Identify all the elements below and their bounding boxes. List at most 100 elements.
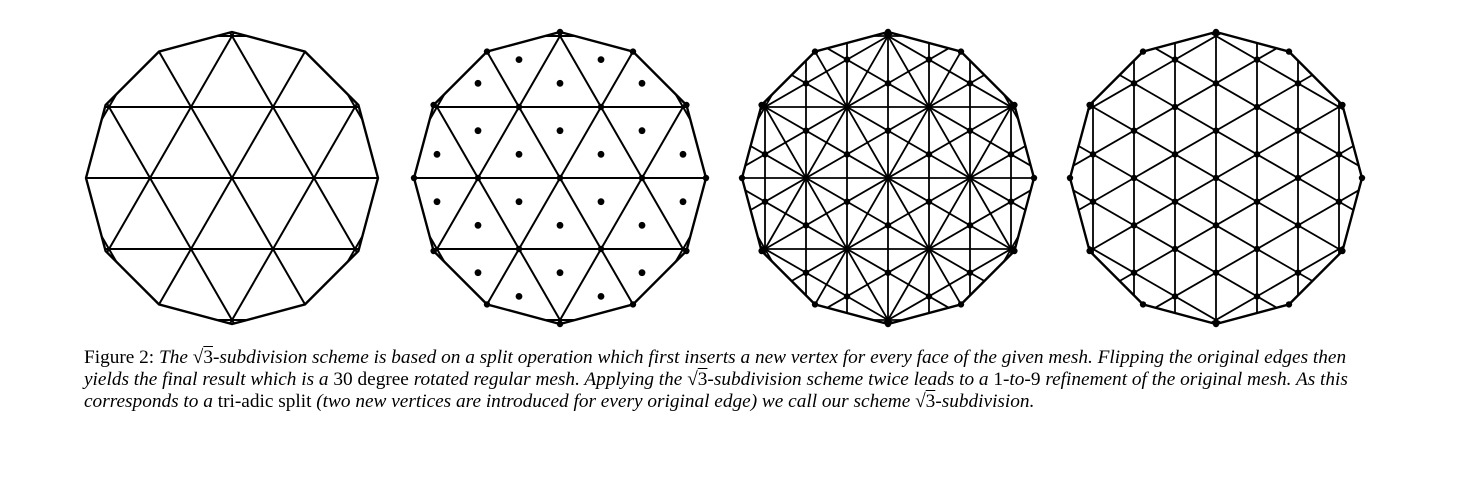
mesh-vertex — [1171, 56, 1179, 63]
mesh-edge — [229, 103, 358, 324]
mesh-edge — [158, 51, 306, 305]
mesh-vertex — [802, 269, 810, 276]
mesh-edge — [882, 32, 1017, 111]
mesh-vertex — [802, 80, 810, 87]
caption-segment: -to- — [1003, 369, 1031, 390]
mesh-vertex — [966, 174, 974, 182]
mesh-edge — [106, 32, 235, 253]
mesh-vertex — [597, 150, 605, 158]
mesh-vertex — [884, 127, 892, 134]
mesh-vertex — [843, 198, 851, 205]
mesh-edge — [434, 103, 563, 324]
mesh-vertex — [638, 127, 646, 135]
mesh-vertex — [843, 56, 851, 63]
mesh-vertex — [1339, 247, 1346, 255]
mesh-edge — [1078, 74, 1313, 211]
mesh-vertex — [1171, 198, 1179, 205]
mesh-vertex — [1086, 247, 1093, 255]
mesh-vertex — [1212, 320, 1220, 328]
mesh-edge — [1078, 145, 1313, 282]
mesh-edge — [750, 145, 985, 282]
caption-segment: rotated regular mesh. Applying the — [408, 369, 688, 390]
mesh-vertex — [638, 269, 646, 277]
mesh-vertex — [1335, 198, 1343, 205]
mesh-vertex — [556, 174, 564, 182]
sqrt3-symbol: √3 — [915, 391, 936, 412]
mesh-vertex — [515, 245, 523, 253]
mesh-vertex — [738, 174, 746, 182]
caption-segment: tri-adic split — [217, 391, 312, 412]
caption-segment: 9 — [1030, 369, 1041, 390]
mesh-vertex — [1066, 174, 1074, 182]
mesh-vertex — [884, 174, 892, 182]
mesh-vertex — [1294, 222, 1302, 229]
mesh-vertex — [1335, 151, 1343, 158]
mesh-vertex — [1294, 80, 1302, 87]
mesh-vertex — [802, 222, 810, 229]
mesh-vertex — [843, 245, 851, 253]
mesh-vertex — [1130, 127, 1138, 134]
mesh-vertex — [925, 103, 933, 111]
caption-segment: 1 — [993, 369, 1004, 390]
mesh-vertex — [474, 79, 482, 87]
face-vertices-inserted — [410, 28, 710, 328]
mesh-vertex — [1294, 127, 1302, 134]
mesh-vertex — [483, 48, 491, 55]
mesh-vertex — [925, 198, 933, 205]
caption-segment: -subdivision. — [935, 391, 1035, 412]
mesh-vertex — [1130, 222, 1138, 229]
mesh-vertex — [966, 269, 974, 276]
caption-text: The √3-subdivision scheme is based on a … — [84, 347, 1348, 412]
mesh-vertex — [679, 150, 687, 158]
flipped-result — [1066, 28, 1366, 328]
mesh-edge — [1210, 245, 1345, 324]
caption-segment: 30 degree — [333, 369, 409, 390]
mesh-vertex — [843, 293, 851, 300]
mesh-edge — [759, 245, 894, 324]
mesh-vertex — [884, 320, 892, 328]
mesh-vertex — [1171, 293, 1179, 300]
mesh-vertex — [957, 48, 965, 55]
figure-caption: Figure 2: The √3-subdivision scheme is b… — [84, 347, 1376, 413]
mesh-vertex — [483, 301, 491, 308]
mesh-vertex — [802, 174, 810, 182]
mesh-vertex — [474, 221, 482, 229]
mesh-vertex — [1285, 301, 1293, 308]
mesh-vertex — [1089, 151, 1097, 158]
mesh-vertex — [884, 80, 892, 87]
mesh-vertex — [683, 101, 690, 109]
mesh-vertex — [556, 28, 564, 36]
mesh-vertex — [925, 56, 933, 63]
mesh-vertex — [966, 80, 974, 87]
mesh-edge — [1119, 74, 1354, 211]
caption-segment: refinement of the original mesh. As this… — [84, 369, 1348, 412]
mesh-vertex — [1139, 301, 1147, 308]
mesh-vertex — [638, 174, 646, 182]
mesh-vertex — [1007, 198, 1015, 205]
mesh-vertex — [410, 174, 418, 182]
mesh-vertex — [430, 101, 437, 109]
mesh-vertex — [629, 301, 637, 308]
mesh-edge — [428, 93, 446, 121]
mesh-edge — [434, 32, 563, 253]
mesh-vertex — [1011, 247, 1018, 255]
mesh-vertex — [966, 127, 974, 134]
mesh-vertex — [1171, 103, 1179, 111]
mesh-vertex — [1030, 174, 1038, 182]
mesh-vertex — [1139, 48, 1147, 55]
mesh-vertex — [843, 151, 851, 158]
mesh-edge — [791, 74, 1026, 211]
mesh-vertex — [925, 293, 933, 300]
mesh-vertex — [597, 293, 605, 300]
caption-label: Figure 2: — [84, 347, 155, 368]
mesh-vertex — [1130, 269, 1138, 276]
mesh-vertex — [884, 222, 892, 229]
mesh-vertex — [957, 301, 965, 308]
mesh-vertex — [843, 103, 851, 111]
mesh-vertex — [758, 247, 765, 255]
mesh-vertex — [556, 320, 564, 328]
mesh-vertex — [811, 301, 819, 308]
mesh-edge — [346, 235, 364, 263]
mesh-vertex — [1011, 101, 1018, 109]
mesh-vertex — [761, 151, 769, 158]
